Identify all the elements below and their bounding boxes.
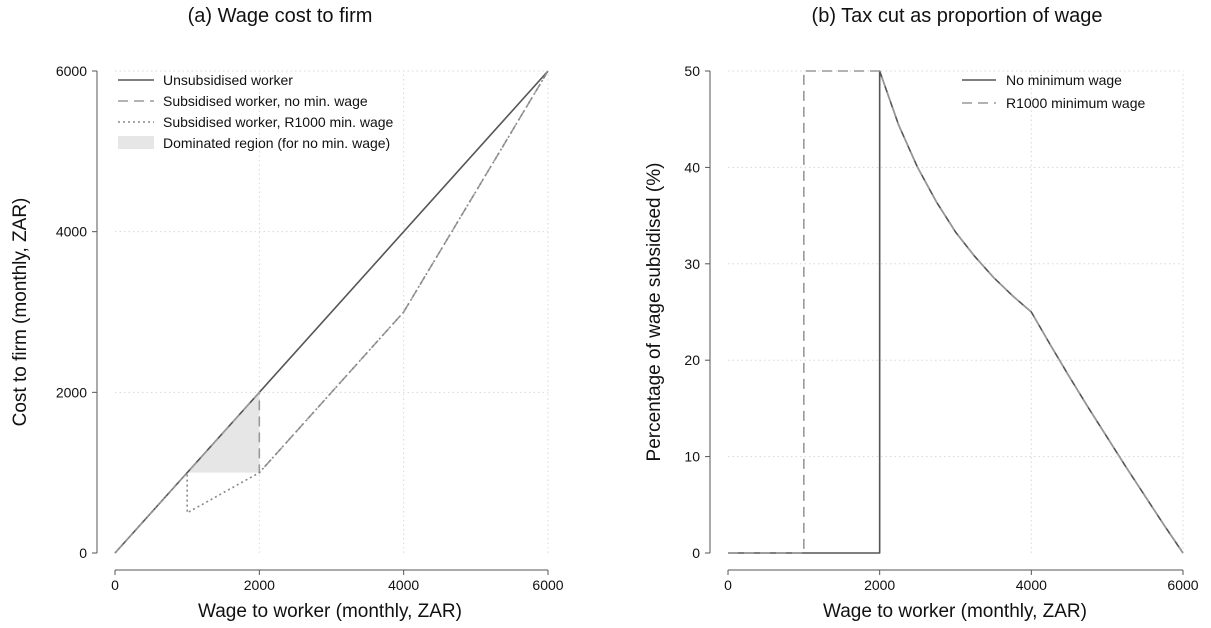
legend-label: R1000 minimum wage — [1006, 95, 1145, 111]
y-tick-label: 0 — [79, 545, 87, 561]
x-tick-label: 6000 — [1167, 577, 1198, 593]
x-tick-label: 0 — [724, 577, 732, 593]
series-line-solid — [114, 70, 549, 554]
series-line-dashed — [728, 70, 1184, 554]
y-tick-label: 20 — [684, 352, 700, 368]
x-tick-label: 2000 — [864, 577, 895, 593]
y-tick-label: 40 — [684, 159, 700, 175]
y-tick-label: 50 — [684, 63, 700, 79]
legend-label: Subsidised worker, R1000 min. wage — [163, 114, 394, 130]
y-axis-title: Cost to firm (monthly, ZAR) — [10, 198, 31, 427]
x-tick-label: 6000 — [532, 577, 563, 593]
chart-title: (b) Tax cut as proportion of wage — [812, 5, 1103, 27]
y-tick-label: 4000 — [56, 224, 87, 240]
legend-label: No minimum wage — [1006, 72, 1122, 88]
y-tick-label: 10 — [684, 449, 700, 465]
x-axis-title: Wage to worker (monthly, ZAR) — [823, 601, 1087, 622]
chart-title: (a) Wage cost to firm — [188, 5, 373, 27]
legend-label: Unsubsidised worker — [163, 72, 293, 88]
legend-label: Dominated region (for no min. wage) — [163, 135, 390, 151]
y-tick-label: 2000 — [56, 384, 87, 400]
series-line-solid — [728, 70, 1184, 554]
legend-label: Subsidised worker, no min. wage — [163, 93, 368, 109]
x-tick-label: 4000 — [388, 577, 419, 593]
x-tick-label: 0 — [111, 577, 119, 593]
y-tick-label: 30 — [684, 256, 700, 272]
x-tick-label: 2000 — [244, 577, 275, 593]
legend-swatch — [118, 136, 154, 149]
y-axis-title: Percentage of wage subsidised (%) — [644, 163, 665, 462]
x-tick-label: 4000 — [1016, 577, 1047, 593]
y-tick-label: 0 — [692, 545, 700, 561]
y-tick-label: 6000 — [56, 63, 87, 79]
x-axis-title: Wage to worker (monthly, ZAR) — [198, 601, 462, 622]
